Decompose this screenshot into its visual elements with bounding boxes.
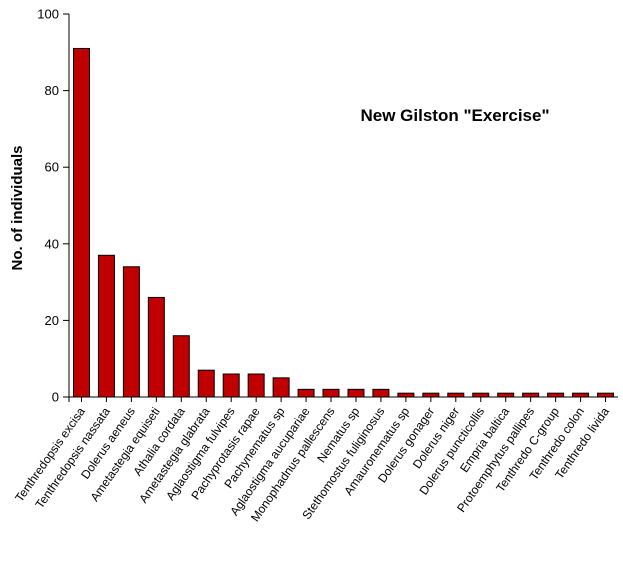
bar [172, 335, 190, 398]
bar [222, 373, 240, 398]
bar [522, 392, 540, 398]
bar [122, 266, 140, 398]
bar [72, 47, 90, 398]
y-tick-label: 60 [45, 160, 59, 175]
bars-group [72, 47, 615, 398]
bar [272, 377, 290, 398]
bar [97, 254, 115, 398]
y-tick-label: 40 [45, 236, 59, 251]
bar [247, 373, 265, 398]
bar [297, 388, 315, 398]
bar [497, 392, 515, 398]
y-axis-title: No. of individuals [9, 145, 26, 270]
bar [397, 392, 415, 398]
bar [572, 392, 590, 398]
bar [597, 392, 615, 398]
x-ticks-group [80, 397, 607, 402]
bar [322, 388, 340, 398]
axes-group [68, 14, 618, 402]
bar [147, 296, 165, 398]
y-ticks-group: 0 20 40 60 80 100 [37, 7, 69, 405]
y-tick-label: 0 [52, 390, 59, 405]
bar [422, 392, 440, 398]
chart-title: New Gilston "Exercise" [360, 106, 549, 125]
bar [347, 388, 365, 398]
y-tick-label: 80 [45, 83, 59, 98]
bar [472, 392, 490, 398]
y-tick-label: 100 [37, 7, 59, 22]
bar [372, 388, 390, 398]
y-tick-label: 20 [45, 313, 59, 328]
bar [197, 369, 215, 398]
bar [447, 392, 465, 398]
bar [547, 392, 565, 398]
